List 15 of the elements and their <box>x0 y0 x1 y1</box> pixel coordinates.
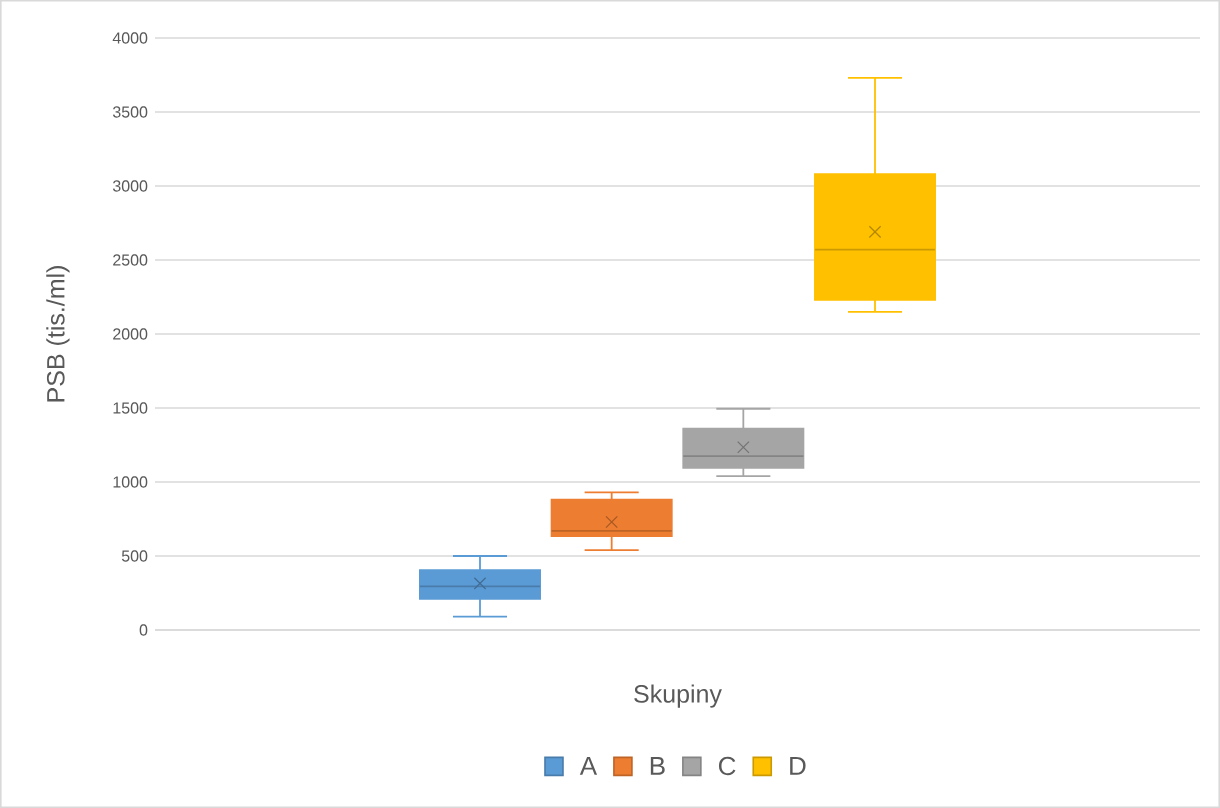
legend-label: D <box>790 756 806 775</box>
y-tick-label: 1000 <box>113 476 148 488</box>
x-axis-title: Skupiny <box>634 684 722 708</box>
y-tick-label: 3000 <box>112 180 148 192</box>
y-tick-label: 1500 <box>113 402 148 414</box>
y-tick-label: 500 <box>121 550 148 562</box>
y-tick-label: 2500 <box>113 254 148 266</box>
y-tick-label: 3500 <box>112 106 148 118</box>
y-tick-label: 4000 <box>112 32 148 44</box>
y-axis-title: PSB (tis./ml) <box>46 266 70 402</box>
legend-label: C <box>718 756 736 776</box>
y-tick-label: 2000 <box>113 328 148 340</box>
legend-label: B <box>650 756 665 775</box>
y-tick-label: 0 <box>139 624 148 636</box>
legend-label: A <box>579 756 598 775</box>
